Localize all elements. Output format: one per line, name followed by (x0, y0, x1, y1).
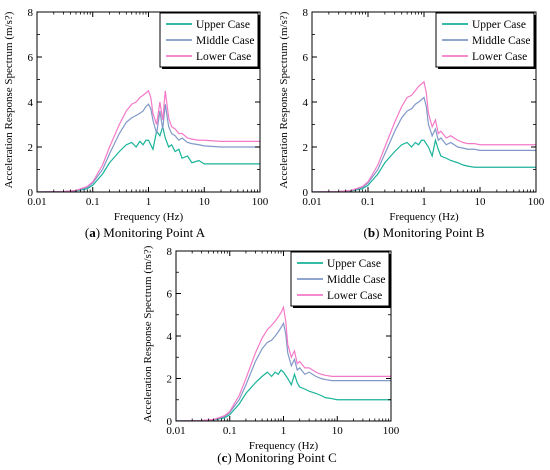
y-tick-label: 8 (303, 7, 309, 19)
x-tick-label: 0.01 (166, 425, 185, 437)
legend-entry: Middle Case (327, 274, 385, 286)
y-tick-label: 6 (28, 52, 34, 64)
y-tick-label: 2 (303, 142, 309, 154)
x-tick-label: 1 (281, 425, 287, 437)
panel-caption: (a) Monitoring Point A (85, 225, 206, 240)
panel-caption: (c) Monitoring Point C (217, 450, 337, 465)
x-tick-label: 0.1 (361, 196, 375, 208)
legend-entry: Lower Case (327, 290, 382, 302)
x-tick-label: 100 (383, 425, 400, 437)
y-tick-label: 6 (167, 289, 173, 301)
panel-caption: (b) Monitoring Point B (363, 225, 484, 240)
x-tick-label: 0.1 (223, 425, 237, 437)
x-tick-label: 100 (252, 196, 269, 208)
x-tick-label: 0.01 (302, 196, 321, 208)
caption-paren: ( (217, 450, 221, 465)
y-tick-label: 4 (28, 97, 34, 109)
x-axis-label: Frequency (Hz) (114, 211, 184, 223)
caption-text: ) Monitoring Point B (375, 225, 485, 240)
y-axis-label: Acceleration Response Spectrum (m/s?) (142, 245, 154, 422)
legend-entry: Upper Case (327, 258, 381, 270)
caption-text: ) Monitoring Point C (227, 450, 336, 465)
chart-panel-c: 0.01 0.1 1 10 100 0 2 4 6 8 Frequency (Hz) Accelera… (142, 245, 400, 465)
y-tick-label: 8 (28, 7, 34, 19)
series-line-middle-case (37, 103, 260, 192)
caption-tag: c (222, 450, 228, 465)
x-axis-label: Frequency (Hz) (249, 440, 319, 452)
y-tick-label: 0 (303, 187, 309, 199)
x-tick-label: 0.01 (27, 196, 46, 208)
legend: Upper Case Middle Case Lower Case (435, 12, 536, 69)
series-line-upper-case (176, 369, 391, 421)
caption-paren: ( (85, 225, 89, 240)
x-tick-label: 100 (528, 196, 545, 208)
series-line-middle-case (312, 96, 536, 192)
series-line-upper-case (37, 124, 260, 192)
legend-entry: Upper Case (472, 19, 526, 31)
legend: Upper Case Middle Case Lower Case (159, 12, 260, 69)
legend-entry: Middle Case (196, 35, 254, 47)
chart-panel-b: 0.01 0.1 1 10 100 0 2 4 6 8 Frequency (Hz) Accelera… (278, 7, 545, 240)
legend-entry: Lower Case (472, 51, 527, 63)
y-axis-label: Acceleration Response Spectrum (m/s?) (3, 11, 15, 188)
chart-panel-a: 0.01 0.1 1 10 100 0 2 4 6 8 Frequency (Hz) Accelera… (3, 7, 269, 240)
y-tick-label: 8 (167, 246, 173, 258)
legend-entry: Upper Case (196, 19, 250, 31)
series-line-lower-case (37, 89, 260, 192)
y-tick-label: 4 (167, 331, 173, 343)
y-tick-label: 0 (28, 187, 34, 199)
y-axis-label: Acceleration Response Spectrum (m/s?) (278, 11, 290, 188)
x-axis-label: Frequency (Hz) (389, 211, 459, 223)
series-line-upper-case (312, 137, 536, 192)
y-tick-label: 0 (167, 416, 173, 428)
series-line-lower-case (312, 80, 536, 192)
x-tick-label: 0.1 (86, 196, 100, 208)
x-tick-label: 10 (475, 196, 487, 208)
caption-paren: ( (363, 225, 367, 240)
y-tick-label: 2 (167, 374, 173, 386)
x-tick-label: 10 (199, 196, 211, 208)
x-tick-label: 1 (421, 196, 427, 208)
legend: Upper Case Middle Case Lower Case (290, 251, 391, 308)
y-tick-label: 6 (303, 52, 309, 64)
series-line-middle-case (176, 321, 391, 421)
x-tick-label: 10 (332, 425, 344, 437)
y-tick-label: 4 (303, 97, 309, 109)
legend-entry: Lower Case (196, 51, 251, 63)
caption-tag: b (368, 225, 375, 240)
caption-tag: a (89, 225, 96, 240)
y-tick-label: 2 (28, 142, 34, 154)
x-tick-label: 1 (146, 196, 152, 208)
legend-entry: Middle Case (472, 35, 530, 47)
series-line-lower-case (176, 305, 391, 421)
caption-text: ) Monitoring Point A (96, 225, 206, 240)
